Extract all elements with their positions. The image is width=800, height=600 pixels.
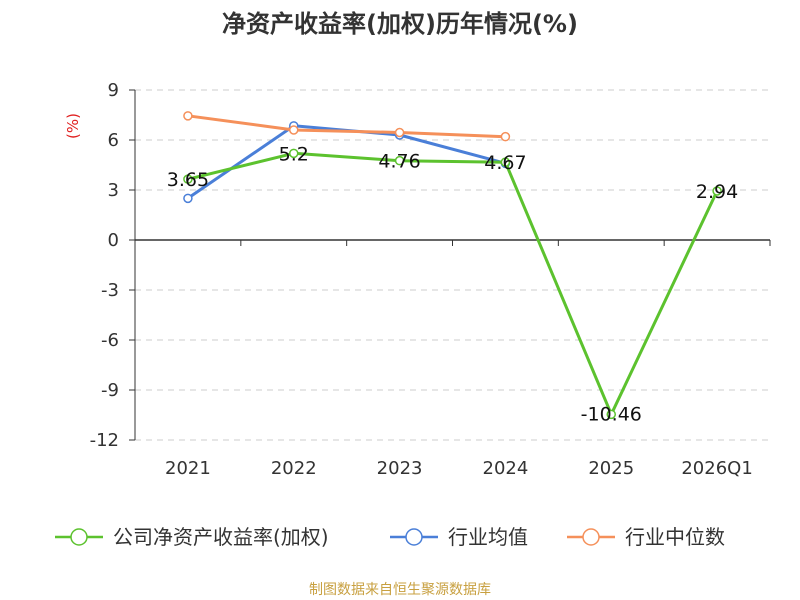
data-point	[289, 125, 299, 135]
legend-label: 公司净资产收益率(加权)	[113, 525, 329, 549]
x-tick-label: 2021	[165, 458, 211, 479]
data-point	[183, 193, 193, 204]
x-tick-label: 2024	[483, 458, 529, 479]
y-tick-label: 6	[108, 130, 119, 151]
y-tick-label: -3	[101, 280, 119, 301]
legend-label: 行业中位数	[625, 525, 725, 549]
y-tick-label: 9	[108, 80, 119, 101]
data-label: 4.67	[484, 152, 526, 174]
y-tick-label: 0	[108, 230, 119, 251]
data-label: 5.2	[279, 143, 309, 165]
legend-label: 行业均值	[448, 525, 528, 549]
series-line	[187, 114, 506, 139]
data-label: 4.76	[378, 151, 420, 173]
x-tick-label: 2026Q1	[681, 458, 752, 479]
legend-item: 公司净资产收益率(加权)	[55, 525, 329, 549]
x-tick-label: 2023	[377, 458, 423, 479]
data-point	[289, 148, 299, 159]
y-axis-unit: (%)	[64, 113, 82, 139]
data-label: 3.65	[167, 169, 209, 191]
data-point	[606, 409, 616, 420]
legend: 公司净资产收益率(加权) 行业均值 行业中位数	[55, 525, 725, 549]
series-group	[183, 111, 722, 420]
axes: 9 6 3 0 -3 -6 -9 -12 2021 2022 2023 2024 2025 2026Q1	[90, 80, 771, 479]
data-point	[394, 127, 405, 138]
data-point	[500, 131, 511, 142]
data-point	[183, 111, 193, 121]
grid	[135, 89, 770, 441]
legend-item: 行业中位数	[567, 525, 725, 549]
y-tick-label: -12	[90, 430, 119, 451]
legend-item: 行业均值	[390, 525, 528, 549]
x-tick-label: 2022	[271, 458, 317, 479]
legend-swatch-marker	[405, 528, 423, 546]
legend-swatch-marker	[70, 528, 88, 546]
y-tick-label: -9	[101, 380, 119, 401]
y-tick-label: 3	[108, 180, 119, 201]
data-label: -10.46	[581, 403, 642, 425]
chart-title: 净资产收益率(加权)历年情况(%)	[222, 10, 578, 38]
data-point	[712, 186, 722, 196]
data-labels: 3.65 5.2 4.76 4.67 -10.46 2.94	[167, 143, 738, 425]
x-tick-label: 2025	[588, 458, 634, 479]
data-point	[500, 157, 511, 167]
source-note: 制图数据来自恒生聚源数据库	[309, 582, 491, 598]
y-tick-label: -6	[101, 330, 119, 351]
data-label: 2.94	[696, 181, 738, 203]
legend-swatch-marker	[582, 528, 600, 546]
series-line	[187, 151, 719, 416]
data-point	[394, 155, 405, 166]
data-point	[183, 174, 193, 184]
